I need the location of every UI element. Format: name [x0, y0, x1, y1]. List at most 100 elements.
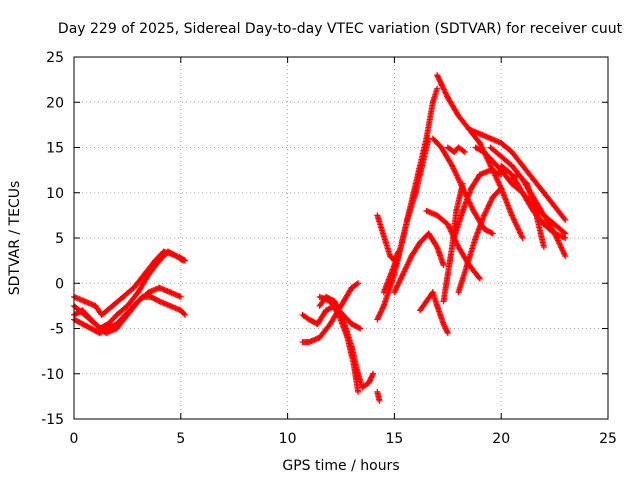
data-point [519, 235, 526, 241]
data-point [483, 208, 490, 215]
y-tick-label: -10 [41, 367, 64, 383]
series-arc14 [417, 289, 451, 337]
data-point [355, 280, 362, 287]
data-point [561, 215, 568, 222]
data-point [177, 293, 184, 300]
data-point [402, 265, 409, 272]
data-point [459, 180, 466, 187]
data-point [394, 283, 401, 290]
data-point [486, 201, 493, 208]
data-point [439, 82, 446, 89]
data-point [440, 85, 447, 92]
data-point [395, 249, 402, 256]
data-point [405, 260, 412, 267]
plot-frame [73, 56, 609, 420]
data-point [395, 280, 402, 287]
y-tick-label: 5 [55, 231, 64, 247]
x-tick-label: 0 [70, 431, 79, 447]
data-point [392, 286, 399, 293]
series-arc13 [391, 230, 447, 296]
y-tick-label: -15 [41, 412, 64, 428]
data-point [376, 311, 383, 318]
data-point [562, 235, 569, 241]
data-point [475, 274, 482, 281]
series-arc18 [440, 180, 466, 305]
data-point [488, 229, 495, 236]
data-point [377, 309, 384, 316]
data-point [181, 310, 188, 317]
data-point [357, 325, 364, 332]
data-point [461, 149, 468, 156]
y-tick-label: 10 [46, 186, 64, 202]
data-point [488, 197, 495, 204]
data-point [396, 278, 403, 285]
data-point [398, 273, 405, 280]
data-point [485, 202, 492, 209]
data-point [393, 285, 400, 292]
y-tick-label: -5 [50, 322, 64, 338]
data-point [562, 216, 569, 223]
x-ticks: 0 5 10 15 20 25 [70, 57, 617, 447]
data-point [369, 372, 376, 379]
y-ticks: -15 -10 -5 0 5 10 15 20 25 [41, 50, 608, 428]
data-point [438, 81, 445, 88]
data-point [179, 257, 186, 264]
y-tick-label: 25 [46, 50, 64, 66]
data-point [407, 255, 414, 262]
data-point [356, 324, 363, 331]
data-point [370, 370, 377, 377]
data-point [375, 313, 382, 320]
data-point [403, 262, 410, 269]
data-point [443, 92, 450, 99]
data-point [355, 388, 362, 395]
data-point [399, 271, 406, 278]
data-point [481, 212, 488, 219]
data-point [380, 304, 387, 311]
data-point [483, 206, 490, 213]
data-point [444, 330, 451, 337]
data-point [376, 312, 383, 319]
x-axis-label: GPS time / hours [282, 458, 399, 474]
data-point [374, 315, 381, 322]
series-arc11 [380, 135, 432, 296]
data-point [379, 305, 386, 312]
data-point [397, 275, 404, 282]
data-point [178, 256, 185, 263]
data-point [440, 86, 447, 93]
y-tick-label: 0 [55, 276, 64, 292]
data-point [400, 269, 407, 276]
chart-title: Day 229 of 2025, Sidereal Day-to-day VTE… [58, 21, 623, 37]
data-point [562, 253, 569, 260]
data-point [394, 282, 401, 289]
data-point [401, 268, 408, 275]
series-arc26 [508, 171, 547, 251]
data-point [182, 311, 189, 318]
data-markers [71, 72, 569, 404]
data-point [399, 272, 406, 279]
series-arc20 [451, 167, 505, 241]
data-point [405, 258, 412, 265]
grid [74, 57, 608, 419]
data-point [401, 267, 408, 274]
data-point [487, 198, 494, 205]
data-point [392, 287, 399, 294]
series-arc4 [71, 293, 189, 337]
data-point [441, 87, 448, 94]
series-arc8 [316, 293, 362, 395]
data-point [406, 257, 413, 264]
data-point [442, 90, 449, 97]
data-point [378, 306, 385, 313]
data-point [395, 248, 402, 255]
x-tick-label: 20 [492, 431, 510, 447]
data-point [485, 204, 492, 211]
data-point [481, 210, 488, 217]
data-point [444, 328, 451, 335]
x-tick-label: 15 [385, 431, 403, 447]
y-axis-label: SDTVAR / TECUs [7, 181, 23, 296]
data-point [397, 276, 404, 283]
data-point [434, 85, 441, 92]
data-point [540, 244, 547, 251]
data-point [335, 310, 342, 317]
data-point [476, 275, 483, 282]
